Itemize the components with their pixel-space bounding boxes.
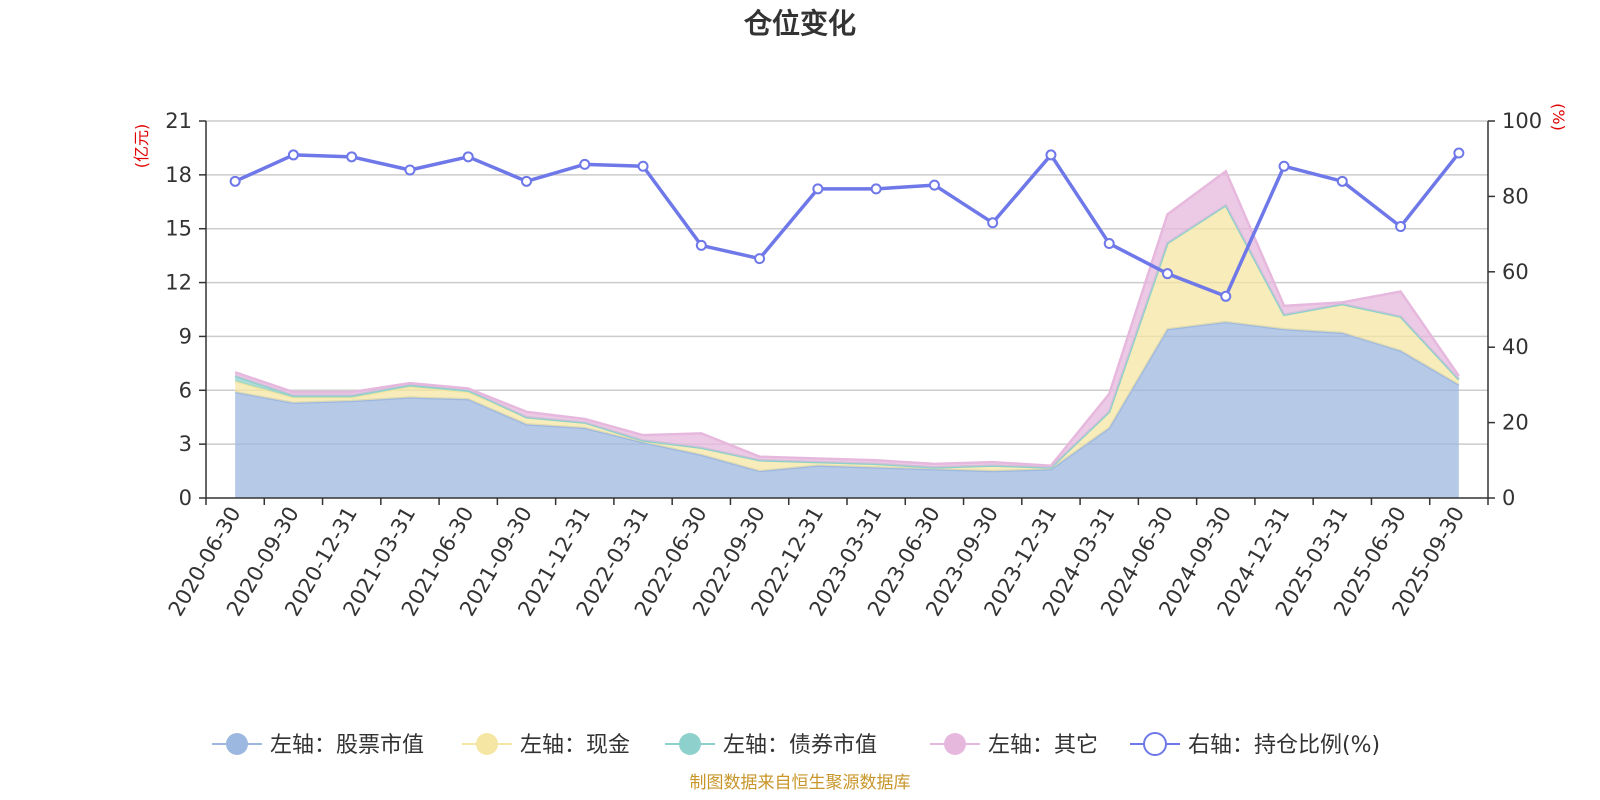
left-tick-label-0: 0: [179, 486, 192, 510]
ratio-point-2021-09-30: [521, 175, 532, 187]
legend-marker-1: [476, 733, 498, 755]
ratio-point-2021-03-31: [404, 164, 416, 176]
ratio-point-2025-06-30: [1395, 221, 1407, 233]
ratio-point-2023-12-31: [1045, 149, 1057, 161]
ratio-point-2022-03-31: [637, 160, 649, 172]
chart-title: 仓位变化: [744, 7, 856, 40]
ratio-point-2021-12-31: [579, 158, 591, 170]
left-axis-unit: (亿元): [132, 124, 151, 169]
right-tick-label-20: 20: [1502, 411, 1529, 435]
right-tick-label-100: 100: [1502, 109, 1542, 133]
ratio-line: [234, 151, 1461, 299]
legend-marker-0: [226, 733, 248, 755]
right-tick-label-80: 80: [1502, 184, 1529, 208]
ratio-line-series: [229, 147, 1465, 302]
ratio-point-2025-09-30: [1453, 147, 1465, 159]
ratio-point-2024-12-31: [1278, 160, 1290, 172]
ratio-point-2020-12-31: [346, 151, 358, 163]
ratio-point-2022-06-30: [695, 239, 707, 251]
stacked-areas: [234, 169, 1460, 498]
legend-item-1: 左轴：现金: [462, 733, 630, 758]
left-tick-label-18: 18: [165, 163, 192, 187]
legend: 左轴：股票市值 左轴：现金 左轴：债券市值 左轴：其它 右轴：持仓比例(%): [212, 732, 1380, 758]
left-tick-label-21: 21: [165, 109, 192, 133]
right-tick-label-0: 0: [1502, 486, 1515, 510]
legend-item-3: 左轴：其它: [930, 733, 1098, 758]
left-tick-label-3: 3: [179, 432, 192, 456]
ratio-point-2023-03-31: [870, 183, 882, 195]
ratio-point-2025-03-31: [1336, 175, 1348, 187]
ratio-point-2023-09-30: [987, 217, 999, 229]
legend-label-1: 左轴：现金: [520, 733, 630, 758]
legend-marker-3: [944, 733, 966, 755]
right-axis-unit: (%): [1549, 103, 1568, 131]
legend-item-4: 右轴：持仓比例(%): [1130, 732, 1380, 758]
left-tick-label-6: 6: [179, 378, 192, 402]
left-tick-label-15: 15: [165, 217, 192, 241]
legend-item-0: 左轴：股票市值: [212, 733, 424, 758]
legend-label-2: 左轴：债券市值: [723, 733, 877, 758]
ratio-point-2023-06-30: [928, 179, 940, 191]
area-series-0-edge: [234, 320, 1460, 473]
legend-item-2: 左轴：债券市值: [665, 733, 877, 758]
legend-label-4: 右轴：持仓比例(%): [1188, 733, 1380, 758]
area-series-0: [235, 322, 1459, 498]
area-series-3-edge: [234, 169, 1460, 467]
ratio-point-2020-09-30: [287, 149, 299, 161]
ratio-point-2022-12-31: [812, 183, 824, 195]
ratio-point-2024-06-30: [1162, 268, 1173, 280]
right-tick-label-40: 40: [1502, 335, 1529, 359]
legend-marker-2: [679, 733, 701, 755]
right-tick-label-60: 60: [1502, 260, 1529, 284]
ratio-point-2022-09-30: [754, 253, 766, 265]
ratio-point-2024-09-30: [1220, 290, 1232, 302]
legend-label-3: 左轴：其它: [988, 733, 1098, 758]
left-tick-label-12: 12: [165, 271, 192, 295]
legend-label-0: 左轴：股票市值: [270, 733, 424, 758]
legend-marker-4: [1143, 732, 1167, 756]
ratio-point-2021-06-30: [462, 151, 474, 163]
ratio-point-2024-03-31: [1103, 238, 1115, 250]
left-tick-label-9: 9: [179, 324, 192, 348]
ratio-point-2020-06-30: [229, 175, 241, 187]
source-note: 制图数据来自恒生聚源数据库: [690, 773, 911, 793]
